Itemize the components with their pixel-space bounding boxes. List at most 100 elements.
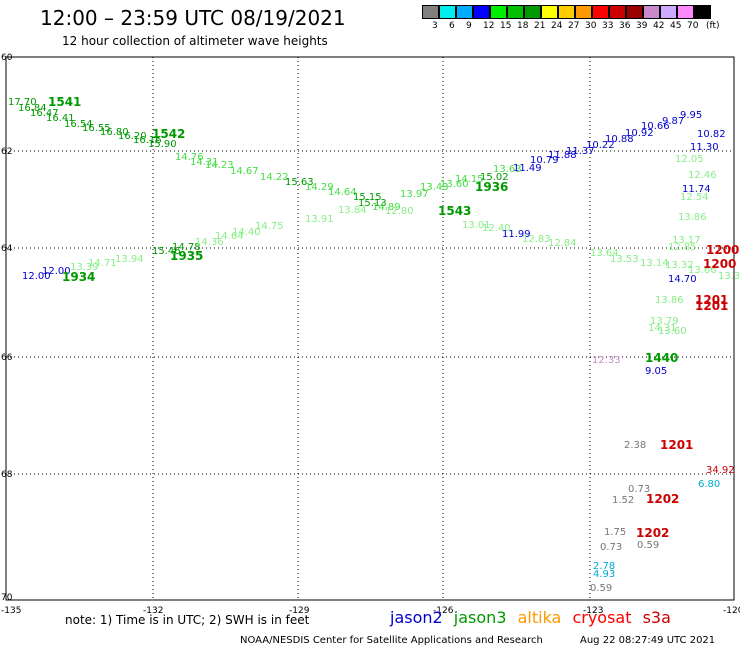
pass-number-label: 1202	[646, 492, 679, 506]
lat-tick-label: 60	[1, 53, 13, 63]
wave-height-label: 15.90	[148, 139, 177, 150]
wave-height-label: 11.74	[682, 184, 711, 195]
colorbar-label: 24	[551, 21, 563, 31]
wave-height-label: 12.83	[522, 234, 551, 245]
wave-height-label: 14.67	[230, 166, 259, 177]
pass-number-label: 1440	[645, 351, 678, 365]
wave-height-label: 12.33	[592, 355, 621, 366]
wave-height-label: 16.16	[133, 135, 162, 146]
pass-number-label: 1200	[703, 257, 736, 271]
colorbar-swatch	[456, 5, 473, 19]
lon-tick-labels: -135 -132 -129 -126 -123 -120	[1, 606, 740, 616]
colorbar-cell: 70	[677, 5, 698, 31]
wave-height-label: 1.52	[612, 495, 634, 506]
colorbar-label: 6	[449, 21, 455, 31]
wave-height-label: 13.39	[70, 262, 99, 273]
colorbar-swatch	[677, 5, 694, 19]
colorbar-label: 15	[500, 21, 512, 31]
wave-height-label: 14.15	[455, 174, 484, 185]
colorbar-cell: 39	[626, 5, 647, 31]
wave-height-label: 12.85	[668, 242, 697, 253]
wave-height-label: 9.87	[662, 116, 684, 127]
wave-height-label: 15.15	[353, 192, 382, 203]
colorbar-label: 42	[653, 21, 665, 31]
colorbar-swatch	[609, 5, 626, 19]
wave-height-label: 13.84	[338, 205, 367, 216]
wave-height-observations: 17.7016.8416.4716.4116.5416.5516.8016.20…	[8, 97, 740, 594]
colorbar-unit: (ft)	[706, 21, 720, 31]
wave-height-label: 14.75	[255, 221, 284, 232]
wave-height-label: 13.60	[658, 326, 687, 337]
colorbar-swatch	[524, 5, 541, 19]
map-grid	[6, 57, 734, 600]
colorbar-label: 39	[636, 21, 648, 31]
colorbar-label: 21	[534, 21, 546, 31]
legend-item-cryosat: cryosat	[572, 608, 632, 627]
wave-height-label: 0.73	[600, 542, 622, 553]
wave-height-label: 4.93	[593, 569, 615, 580]
wave-height-label: 16.55	[82, 123, 111, 134]
wave-height-label: 10.88	[605, 134, 634, 145]
lat-tick-labels: 60 62 64 66 68 70	[1, 53, 13, 603]
wave-height-label: 14.22	[260, 172, 289, 183]
wave-height-label: 13.14	[640, 258, 669, 269]
wave-height-label: 11.88	[548, 150, 577, 161]
page-subtitle: 12 hour collection of altimeter wave hei…	[62, 34, 328, 48]
wave-height-label: 2.38	[624, 440, 646, 451]
legend-item-s3a: s3a	[642, 608, 671, 627]
wave-height-label: 17.70	[8, 97, 37, 108]
pass-number-label: 1202	[636, 526, 669, 540]
wave-height-label: 14.36	[195, 237, 224, 248]
colorbar-label: 36	[619, 21, 631, 31]
wave-height-label: 13.60	[440, 179, 469, 190]
colorbar-cell: 36	[609, 5, 630, 31]
wave-height-label: 14.40	[232, 227, 261, 238]
colorbar-cell: 42	[643, 5, 664, 31]
colorbar-swatch	[439, 5, 456, 19]
pass-number-label: 1542	[152, 127, 185, 141]
colorbar-swatch	[643, 5, 660, 19]
colorbar-cell: 18	[507, 5, 528, 31]
pass-number-label: 1543	[438, 204, 471, 218]
colorbar-cell: 33	[592, 5, 613, 31]
wave-height-label: 15.63	[285, 177, 314, 188]
wave-height-label: 6.80	[698, 479, 720, 490]
satellite-legend: jason2 jason3 altika cryosat s3a	[390, 608, 677, 627]
wave-height-label: 13.17	[672, 235, 701, 246]
wave-height-label: 0.59	[590, 583, 612, 594]
colorbar-label: 18	[517, 21, 529, 31]
wave-height-label: 14.23	[205, 160, 234, 171]
wave-height-label: 15.02	[480, 172, 509, 183]
colorbar-swatch	[541, 5, 558, 19]
colorbar-label: 33	[602, 21, 614, 31]
wave-height-label: 13.32	[665, 260, 694, 271]
wave-height-label: 14.31	[190, 157, 219, 168]
colorbar-cell: 6	[439, 5, 456, 31]
wave-height-label: 13.33	[718, 271, 740, 282]
wave-height-label: 12.80	[385, 206, 414, 217]
wave-height-label: 14.89	[372, 202, 401, 213]
wave-height-label: 14.64	[328, 187, 357, 198]
wave-height-label: 13.79	[650, 316, 679, 327]
colorbar-label: 30	[585, 21, 597, 31]
wave-height-label: 16.20	[118, 131, 147, 142]
colorbar-label: 12	[483, 21, 495, 31]
lon-tick-label: -120	[723, 606, 740, 616]
legend-item-jason3: jason3	[453, 608, 507, 627]
lat-tick-label: 70	[1, 593, 13, 603]
wave-height-label: 16.80	[100, 127, 129, 138]
wave-height-label: 12.54	[680, 192, 709, 203]
wave-height-label: 9.05	[645, 366, 667, 377]
wave-height-label: 16.41	[46, 113, 75, 124]
wave-height-label: 13.94	[115, 254, 144, 265]
colorbar-cell: 27	[558, 5, 579, 31]
page-title: 12:00 – 23:59 UTC 08/19/2021	[40, 6, 346, 30]
wave-height-label: 14.71	[88, 258, 117, 269]
lat-tick-label: 66	[1, 353, 13, 363]
pass-number-label: 1935	[170, 249, 203, 263]
wave-height-label: 15.46	[152, 246, 181, 257]
wave-height-label: 16.54	[64, 119, 93, 130]
wave-height-label: 14.70	[668, 274, 697, 285]
